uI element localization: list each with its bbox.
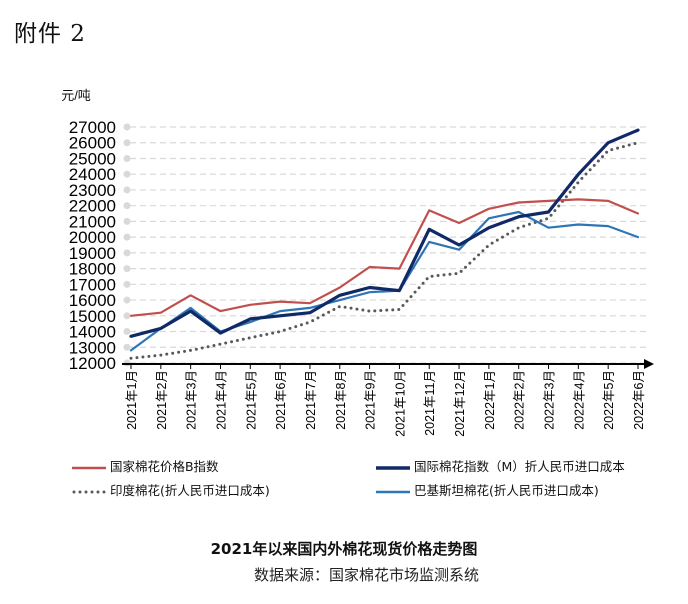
chart: 元/吨 120001300014000150001600017000180001…	[61, 88, 654, 437]
legend-swatch-india	[72, 490, 108, 493]
legend-swatch-b-index	[72, 466, 106, 469]
x-tick-label: 2022年5月	[602, 370, 616, 430]
x-tick-label: 2021年1月	[125, 370, 139, 430]
y-tick-label: 21000	[69, 212, 116, 231]
grid-dot	[123, 280, 131, 288]
grid-dot	[123, 265, 131, 273]
y-axis-label: 元/吨	[61, 88, 91, 103]
x-tick-label: 2021年5月	[244, 370, 258, 430]
y-tick-labels: 1200013000140001500016000170001800019000…	[69, 118, 116, 373]
legend-label-india: 印度棉花(折人民币进口成本)	[109, 483, 270, 498]
x-tick-label: 2021年10月	[393, 370, 407, 437]
grid-dot	[123, 343, 131, 351]
y-tick-label: 23000	[69, 181, 116, 200]
y-tick-label: 25000	[69, 149, 116, 168]
legend-item-pakistan: 巴基斯坦棉花(折人民币进口成本)	[376, 480, 599, 499]
grid-dot	[123, 170, 131, 178]
grid-dot	[123, 328, 131, 336]
grid-dot	[123, 154, 131, 162]
y-tick-label: 14000	[69, 323, 116, 342]
y-tick-label: 26000	[69, 134, 116, 153]
grid-dot	[123, 139, 131, 147]
series-line-2	[129, 141, 640, 360]
grid-dot	[123, 296, 131, 304]
legend-label-b-index: 国家棉花价格B指数	[109, 459, 219, 474]
y-tick-label: 20000	[69, 228, 116, 247]
x-tick-label: 2022年1月	[483, 370, 497, 430]
y-tick-label: 27000	[69, 118, 116, 137]
legend-item-india: 印度棉花(折人民币进口成本)	[72, 480, 270, 499]
legend-label-intl-m: 国际棉花指数（M）折人民币进口成本	[413, 459, 625, 474]
legend-swatch-intl-m	[376, 465, 410, 470]
y-tick-label: 16000	[69, 291, 116, 310]
x-tick-label: 2021年2月	[155, 370, 169, 430]
chart-source: 数据来源：国家棉花市场监测系统	[254, 566, 480, 584]
series-lines	[129, 128, 640, 360]
series-line-0	[129, 198, 640, 317]
x-tick-label: 2021年11月	[423, 370, 437, 436]
x-tick-labels: 2021年1月 2021年2月 2021年3月 2021年4月 2021年5月 2021年…	[125, 364, 646, 437]
x-tick-label: 2021年12月	[453, 370, 467, 437]
series-line-3	[129, 210, 640, 352]
series-line-1	[129, 128, 640, 338]
x-tick-label: 2022年4月	[572, 370, 586, 430]
legend-swatch-pakistan	[376, 490, 410, 493]
x-tick-label: 2021年8月	[334, 370, 348, 430]
x-axis-arrow	[644, 359, 654, 369]
x-tick-label: 2022年6月	[632, 370, 646, 430]
attachment-label: 附件 2	[14, 21, 86, 47]
grid-dot	[123, 233, 131, 241]
x-tick-label: 2021年7月	[304, 370, 318, 430]
grid-dot	[123, 217, 131, 225]
y-tick-label: 22000	[69, 197, 116, 216]
legend-item-b-index: 国家棉花价格B指数	[72, 456, 219, 475]
y-tick-label: 19000	[69, 244, 116, 263]
x-tick-label: 2022年2月	[513, 370, 527, 430]
y-tick-label: 17000	[69, 275, 116, 294]
grid-dot	[123, 123, 131, 131]
legend-label-pakistan: 巴基斯坦棉花(折人民币进口成本)	[413, 483, 599, 498]
grid-dot	[123, 202, 131, 210]
x-tick-label: 2021年6月	[274, 370, 288, 430]
grid-dot	[123, 186, 131, 194]
grid-dot	[123, 312, 131, 320]
y-tick-label: 15000	[69, 307, 116, 326]
x-tick-label: 2022年3月	[543, 370, 557, 430]
y-tick-label: 12000	[69, 354, 116, 373]
y-tick-label: 18000	[69, 260, 116, 279]
x-tick-label: 2021年9月	[364, 370, 378, 430]
grid-lines	[123, 123, 648, 367]
chart-title: 2021年以来国内外棉花现货价格走势图	[210, 540, 478, 558]
y-tick-label: 24000	[69, 165, 116, 184]
x-tick-label: 2021年4月	[214, 370, 228, 430]
legend-item-intl-m: 国际棉花指数（M）折人民币进口成本	[376, 456, 625, 475]
x-tick-label: 2021年3月	[185, 370, 199, 430]
x-axis	[122, 359, 654, 369]
grid-dot	[123, 249, 131, 257]
y-tick-label: 13000	[69, 338, 116, 357]
